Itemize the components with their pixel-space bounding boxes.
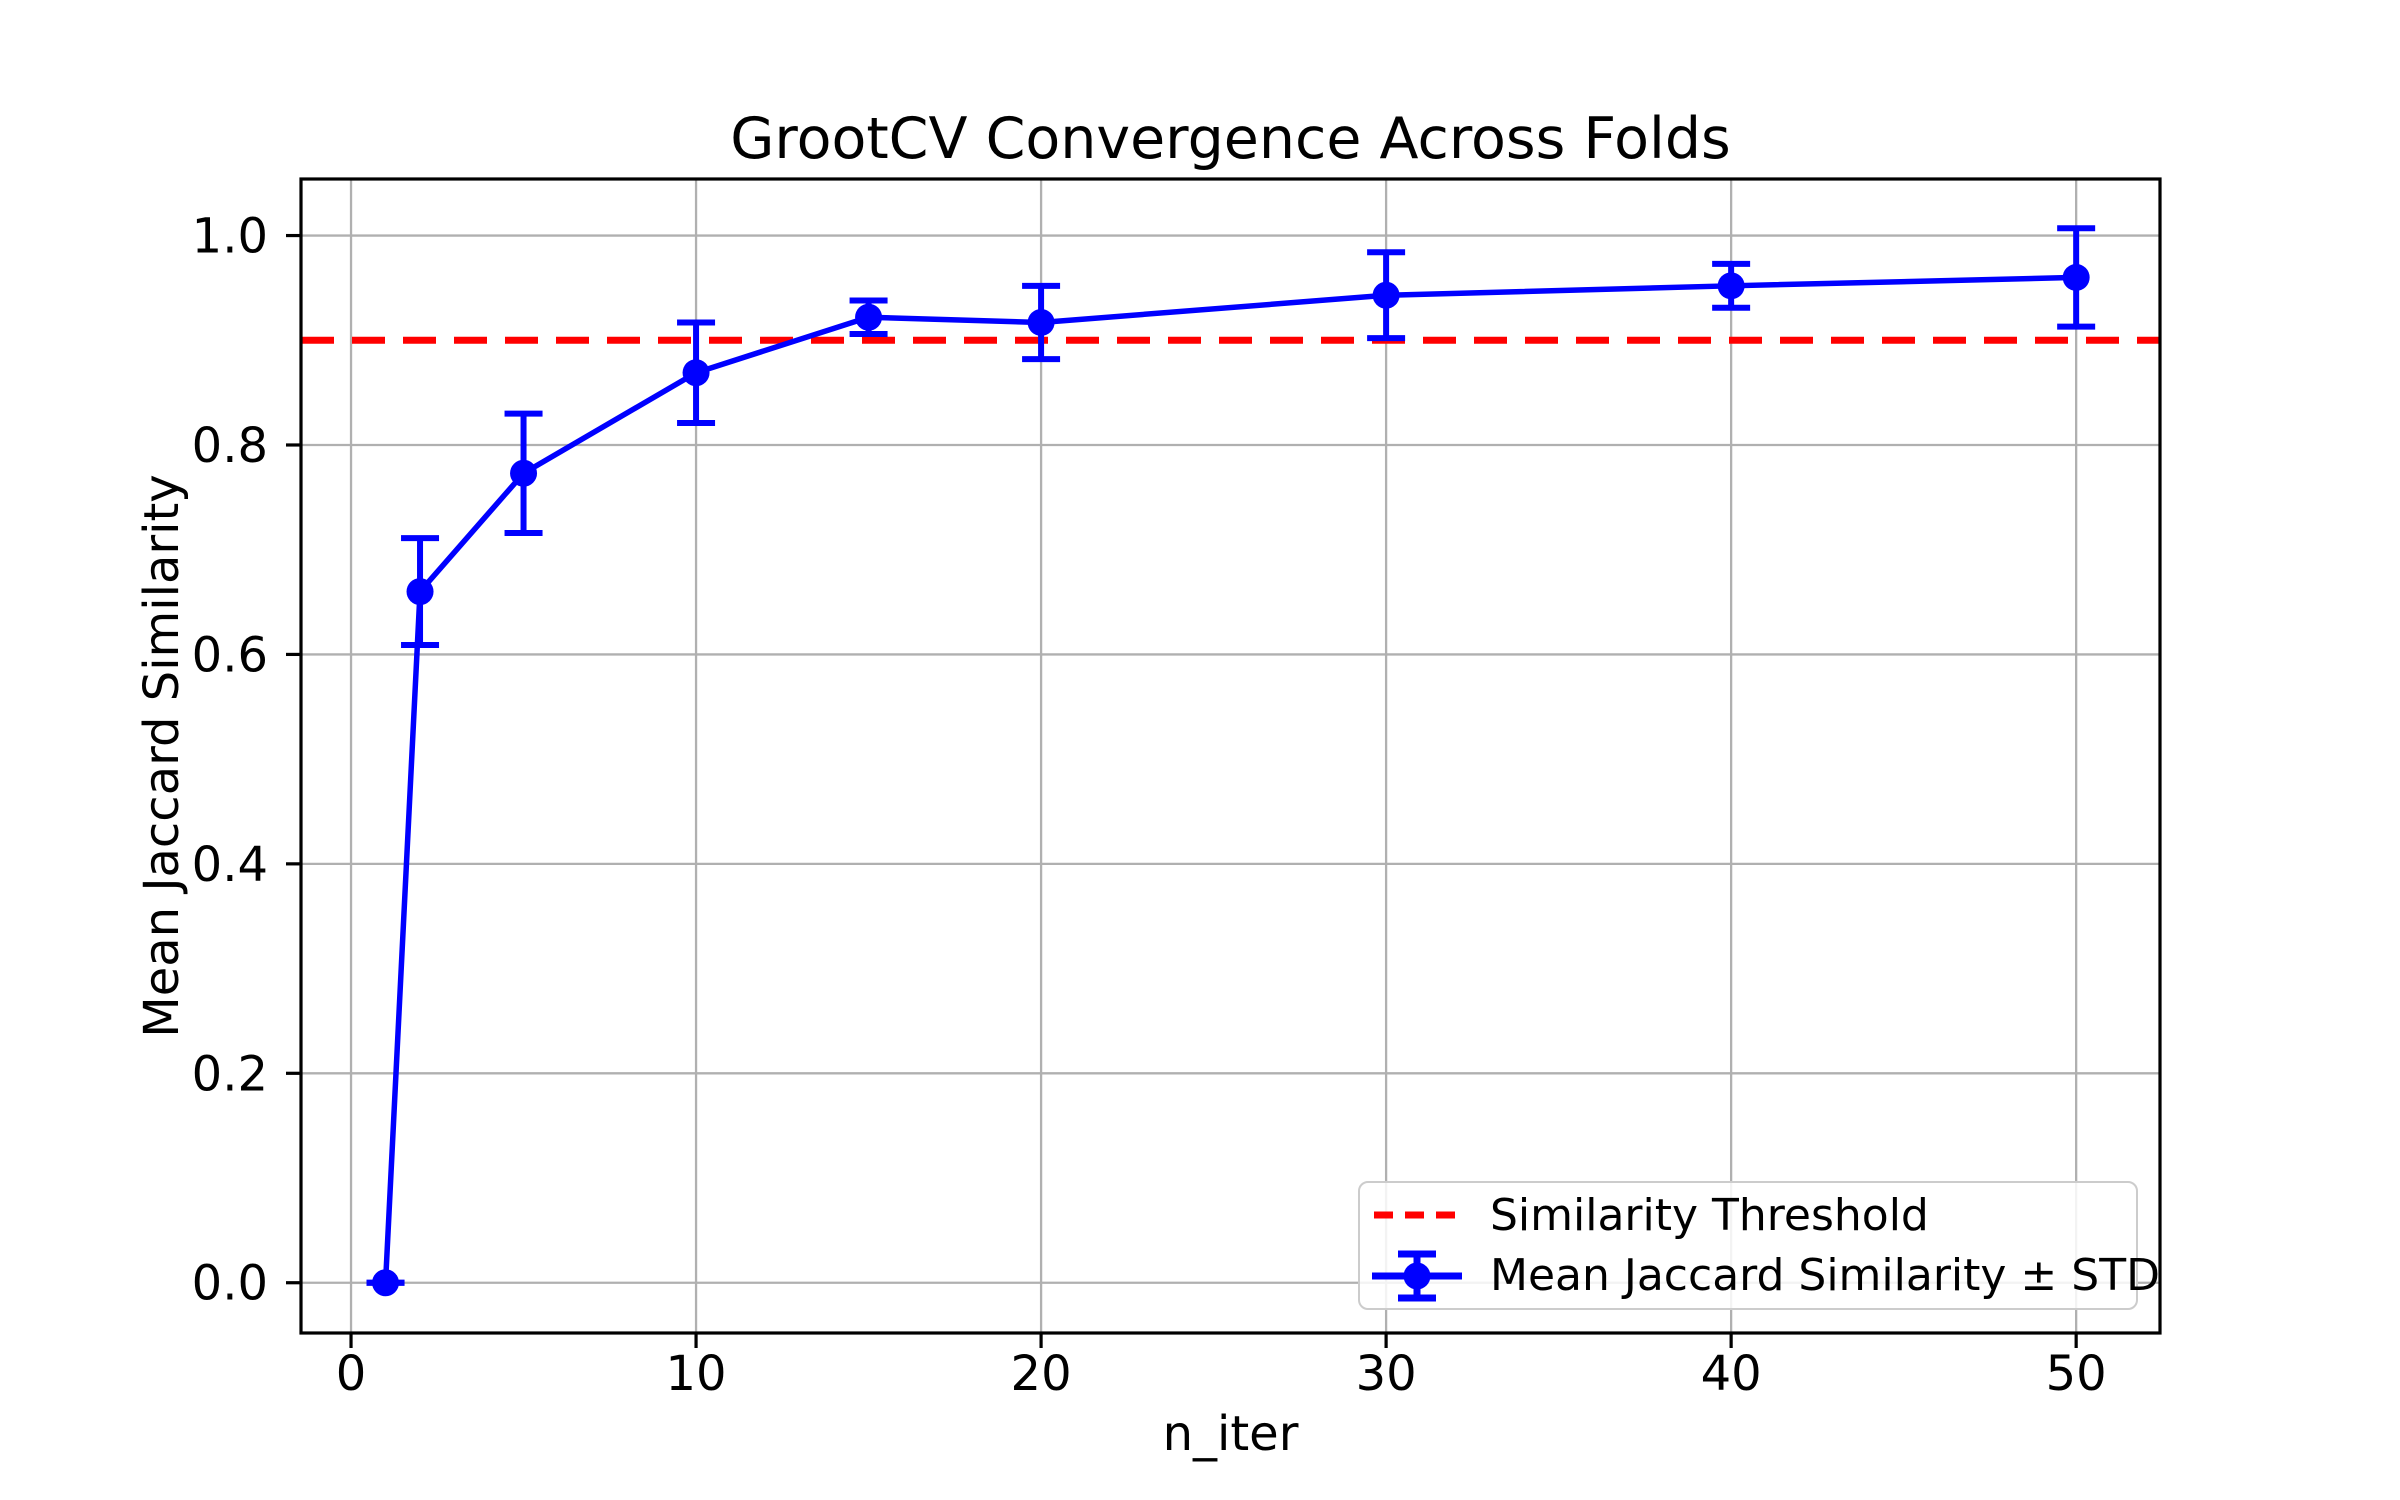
legend-item-threshold: Similarity Threshold <box>1368 1185 2126 1246</box>
y-axis-label: Mean Jaccard Similarity <box>134 474 190 1038</box>
axes-spines <box>299 177 2162 1335</box>
y-tick-label: 0.6 <box>192 627 268 683</box>
x-axis-label: n_iter <box>1162 1406 1299 1462</box>
x-tick-label: 20 <box>1011 1346 1072 1402</box>
x-tick-label: 40 <box>1701 1346 1762 1402</box>
errorbar-marker-icon <box>1372 1250 1462 1302</box>
error-bars <box>366 225 2096 1286</box>
x-tick-label: 50 <box>2046 1346 2107 1402</box>
grid <box>301 179 2160 1333</box>
legend: Similarity Threshold Mean Jaccard Simila… <box>1358 1181 2160 1310</box>
chart-title: GrootCV Convergence Across Folds <box>730 106 1731 172</box>
legend-label-series: Mean Jaccard Similarity ± STD <box>1490 1250 2160 1302</box>
axis-ticks: 0 10 20 30 40 50 0.0 0.2 0.4 0.6 0.8 1.0 <box>192 209 2107 1402</box>
legend-item-series: Mean Jaccard Similarity ± STD <box>1368 1246 2160 1307</box>
series-markers <box>372 263 2090 1297</box>
x-tick-label: 10 <box>666 1346 727 1402</box>
dashed-line-icon <box>1374 1211 1460 1219</box>
x-tick-label: 0 <box>336 1346 367 1402</box>
series-line <box>382 274 2077 1283</box>
y-tick-label: 0.8 <box>192 418 268 474</box>
x-tick-label: 30 <box>1356 1346 1417 1402</box>
y-tick-label: 0.2 <box>192 1046 268 1102</box>
y-tick-label: 0.0 <box>192 1256 268 1312</box>
y-tick-label: 1.0 <box>192 209 268 265</box>
y-tick-label: 0.4 <box>192 837 268 893</box>
legend-label-threshold: Similarity Threshold <box>1490 1189 1929 1241</box>
